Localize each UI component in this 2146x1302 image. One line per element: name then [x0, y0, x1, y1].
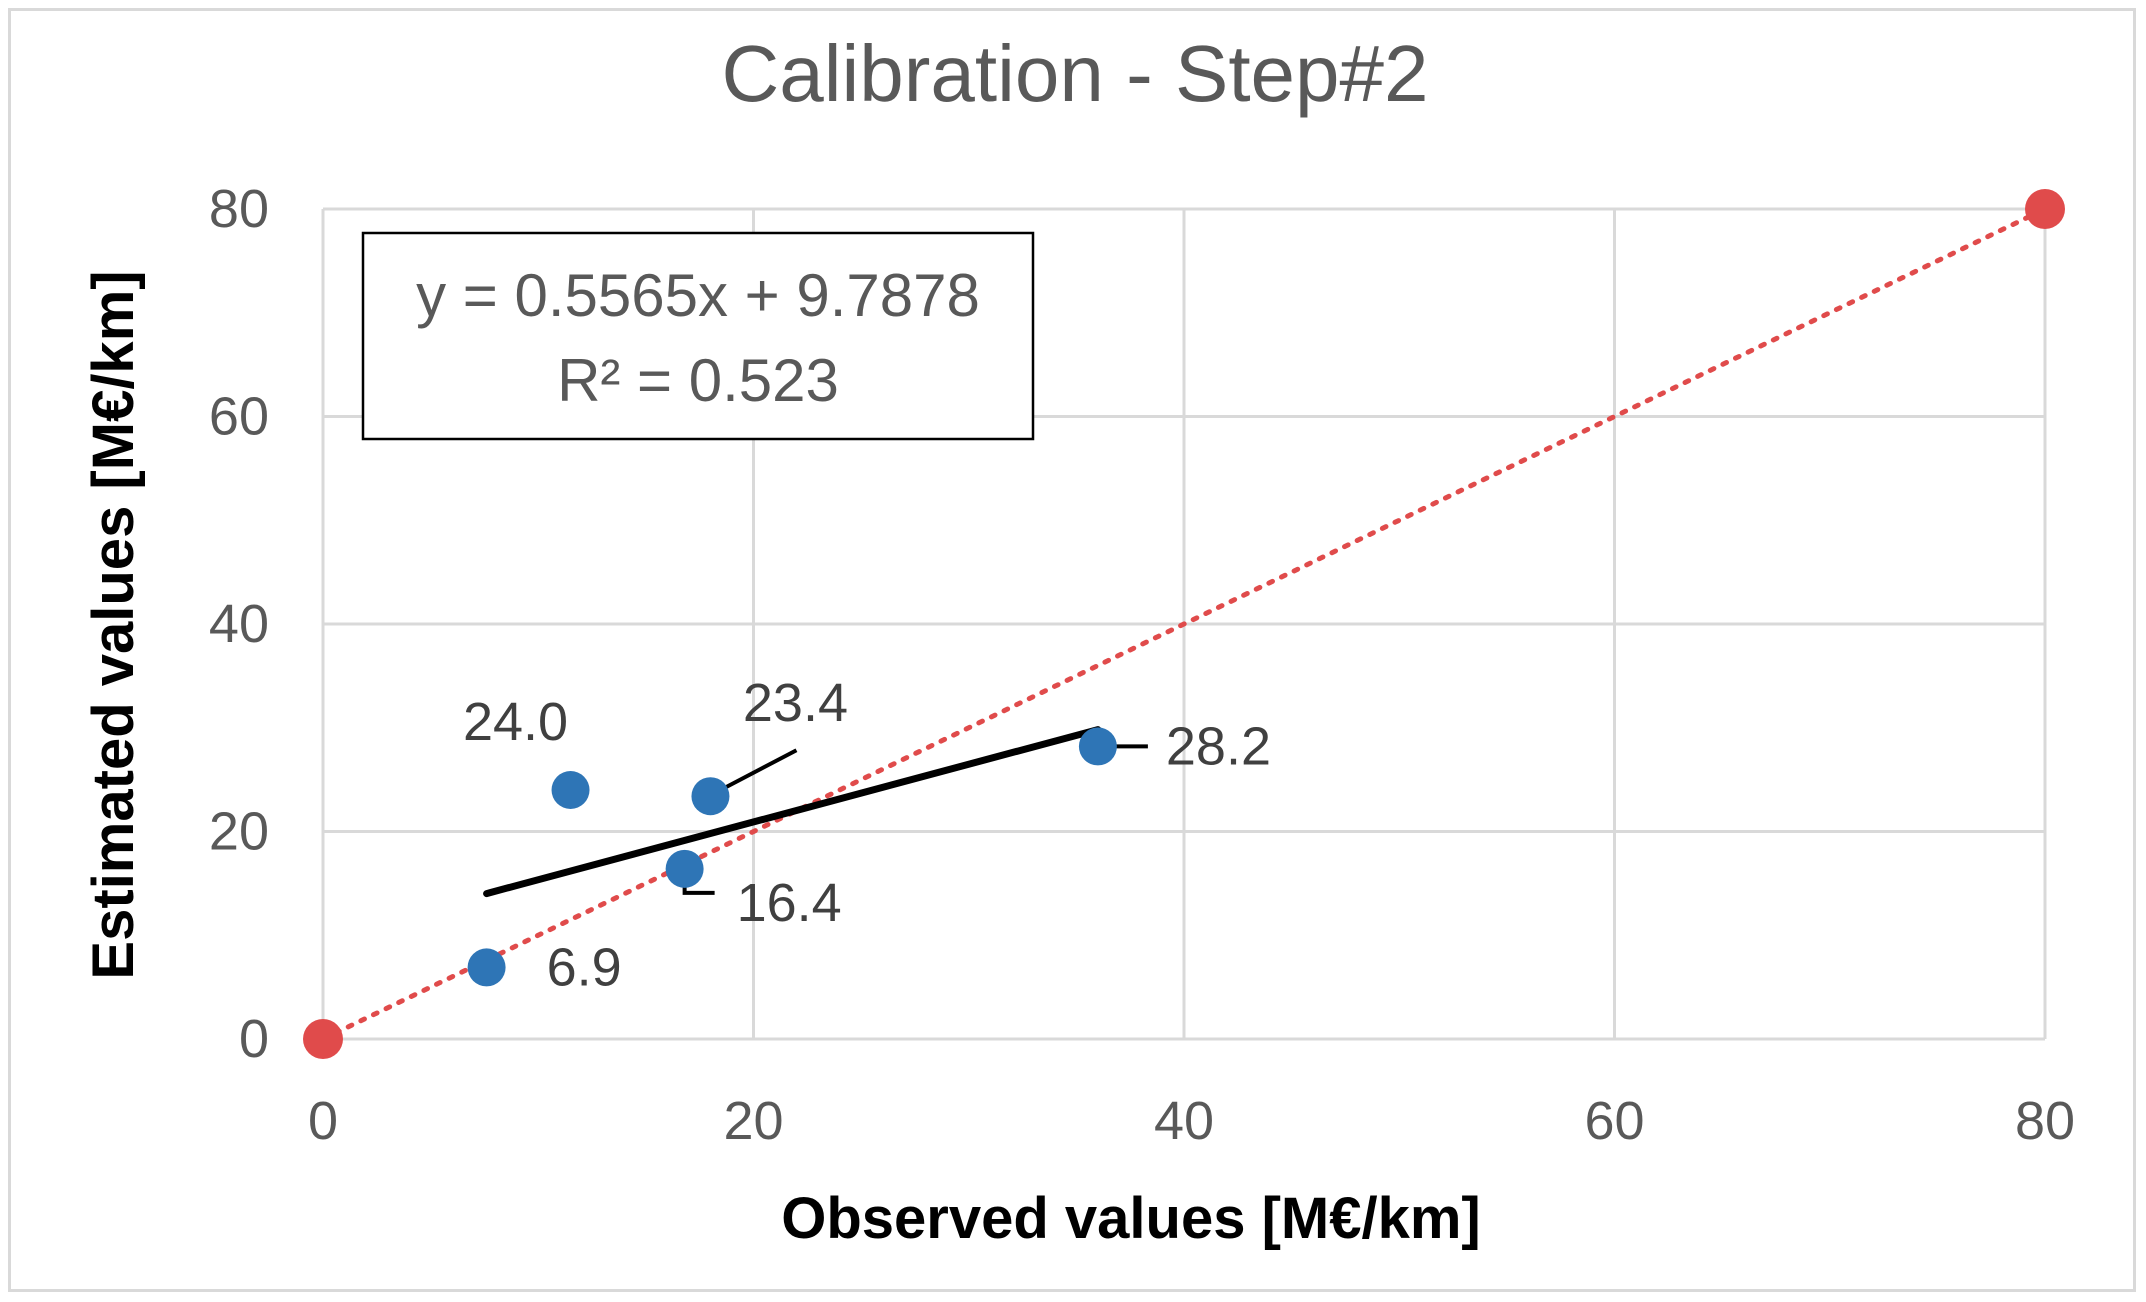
- data-point-1: [551, 771, 590, 809]
- trendline: [483, 726, 1102, 898]
- data-label-4: 28.2: [1166, 716, 1271, 776]
- grid-lines: [321, 207, 2047, 1041]
- x-tick-label-0: 0: [308, 1091, 338, 1151]
- data-labels: 6.9 24.0 23.4 16.4 28.2: [463, 673, 1271, 997]
- equation-box-border: [361, 231, 1035, 441]
- data-point-2: [691, 777, 730, 816]
- x-tick-label-60: 60: [1584, 1091, 1644, 1151]
- chart-frame: Calibration - Step#2 0 20 40 60 80 0 20 40 60 80 …: [8, 8, 2136, 1292]
- equation-box: y = 0.5565x + 9.7878 R² = 0.523: [361, 231, 1035, 441]
- x-axis-label: Observed values [M€/km]: [781, 1186, 1481, 1251]
- trendline-equation: y = 0.5565x + 9.7878: [416, 262, 980, 329]
- data-points: [467, 727, 1117, 987]
- data-label-0: 6.9: [547, 937, 622, 997]
- calibration-chart: Calibration - Step#2 0 20 40 60 80020406080 …: [81, 29, 2075, 1251]
- x-tick-label-40: 40: [1154, 1091, 1214, 1151]
- x-tick-label-20: 20: [723, 1091, 783, 1151]
- data-point-3: [665, 849, 704, 888]
- identity-line: [320, 206, 2048, 1042]
- data-point-4: [1078, 727, 1117, 766]
- identity-endpoint-end: [2025, 189, 2065, 229]
- y-tick-label-0: 0: [239, 1009, 269, 1069]
- identity-endpoint-start: [303, 1019, 343, 1059]
- data-point-0: [467, 948, 506, 987]
- identity-line-group: [303, 189, 2065, 1059]
- y-tick-label-60: 60: [209, 387, 269, 447]
- y-tick-label-80: 80: [209, 179, 269, 239]
- y-tick-label-20: 20: [209, 802, 269, 862]
- data-label-2: 23.4: [743, 673, 848, 733]
- y-tick-label-40: 40: [209, 594, 269, 654]
- data-label-1: 24.0: [463, 692, 568, 752]
- data-label-3: 16.4: [737, 873, 842, 933]
- tick-labels: 0 20 40 60 80 0 20 40 60 80: [209, 179, 2075, 1151]
- y-axis-label: Estimated values [M€/km]: [81, 270, 146, 979]
- x-tick-label-80: 80: [2015, 1091, 2075, 1151]
- chart-title: Calibration - Step#2: [721, 29, 1428, 118]
- r-squared: R² = 0.523: [557, 347, 839, 414]
- trendline-group: [483, 726, 1102, 898]
